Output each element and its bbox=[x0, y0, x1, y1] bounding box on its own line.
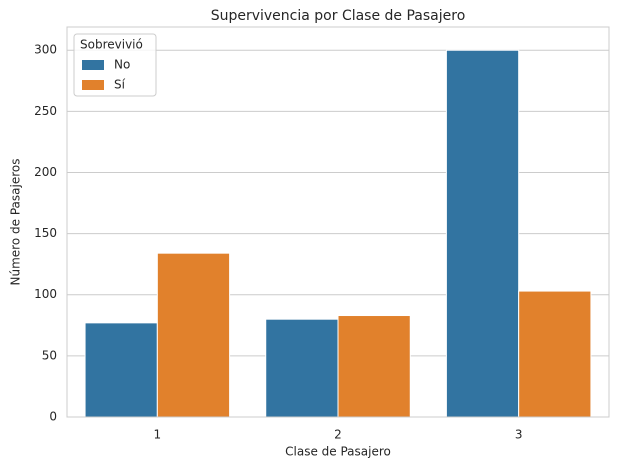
y-tick-label: 250 bbox=[34, 104, 57, 118]
y-tick-label: 150 bbox=[34, 226, 57, 240]
x-tick-label: 1 bbox=[154, 428, 162, 442]
bar bbox=[518, 290, 592, 418]
bar bbox=[265, 318, 339, 418]
y-tick-label: 300 bbox=[34, 43, 57, 57]
y-tick-label: 50 bbox=[42, 348, 57, 362]
y-tick-label: 200 bbox=[34, 165, 57, 179]
legend-swatch bbox=[82, 60, 104, 70]
legend-label: Sí bbox=[114, 78, 126, 92]
x-tick-label: 3 bbox=[515, 428, 523, 442]
y-tick-label: 0 bbox=[49, 410, 57, 424]
y-axis-label: Número de Pasajeros bbox=[9, 159, 23, 286]
legend-title: Sobrevivió bbox=[80, 38, 143, 52]
bar bbox=[337, 315, 411, 418]
bar bbox=[445, 49, 520, 418]
legend-label: No bbox=[114, 58, 130, 72]
y-tick-label: 100 bbox=[34, 287, 57, 301]
chart-title: Supervivencia por Clase de Pasajero bbox=[211, 8, 466, 24]
legend-swatch bbox=[82, 80, 104, 90]
x-tick-label: 2 bbox=[334, 428, 342, 442]
bar bbox=[156, 252, 231, 418]
axes-frame bbox=[66, 26, 610, 418]
x-axis-label: Clase de Pasajero bbox=[285, 445, 391, 459]
bar bbox=[84, 322, 158, 418]
